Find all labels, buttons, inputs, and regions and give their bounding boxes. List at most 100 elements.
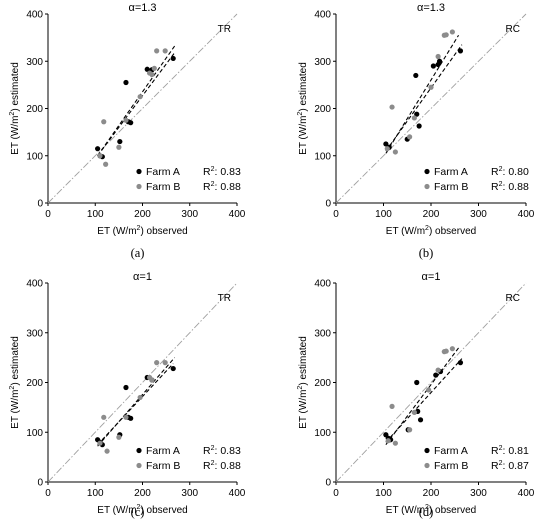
data-point-farm-b (162, 360, 168, 366)
data-point-farm-b (137, 94, 143, 100)
y-tick-label: 400 (26, 279, 43, 290)
data-point-farm-a (95, 146, 101, 152)
x-tick-label: 200 (134, 488, 151, 499)
data-point-farm-b (116, 144, 122, 150)
y-tick-label: 0 (325, 478, 331, 489)
y-tick-label: 200 (314, 104, 331, 115)
data-point-farm-b (411, 409, 417, 415)
trend-line-farm-a (385, 44, 463, 152)
legend-label: Farm B (434, 181, 468, 193)
r2-value: R2: 0.88 (203, 460, 241, 472)
data-point-farm-b (392, 149, 398, 155)
data-point-farm-a (413, 72, 419, 79)
data-point-farm-b (103, 161, 109, 167)
legend-marker-farm-b (136, 183, 142, 190)
x-tick-label: 100 (87, 488, 104, 499)
data-point-farm-b (104, 448, 110, 454)
data-point-farm-a (457, 360, 464, 366)
trend-line-farm-b (385, 346, 460, 446)
panel-c: α=1 0 100 200 300 400 0 100 200 300 400 ET (W/m2) o… (9, 271, 246, 519)
x-tick-label: 400 (229, 488, 246, 499)
y-tick-label: 400 (314, 10, 331, 21)
r2-value: R2: 0.88 (203, 181, 241, 193)
y-tick-label: 200 (26, 378, 43, 389)
r2-value: R2: 0.87 (491, 460, 529, 472)
data-point-farm-b (154, 360, 160, 366)
x-tick-label: 100 (375, 488, 392, 499)
x-axis-label: ET (W/m2) observed (386, 504, 476, 516)
data-point-farm-b (449, 346, 455, 352)
y-tick-label: 100 (314, 151, 331, 162)
r2-value: R2: 0.88 (491, 181, 529, 193)
panel-caption: (c) (131, 505, 145, 519)
panel-title: α=1.3 (128, 2, 156, 14)
trend-line-farm-a (97, 363, 174, 446)
data-point-farm-b (116, 434, 122, 440)
x-tick-label: 300 (470, 209, 487, 220)
x-tick-label: 100 (87, 209, 104, 220)
trend-line-farm-a (97, 52, 176, 157)
panel-title: α=1 (133, 271, 152, 283)
x-axis-label: ET (W/m2) observed (97, 504, 187, 516)
data-point-farm-a (128, 120, 134, 126)
y-tick-label: 300 (26, 328, 43, 339)
panel-title: α=1 (422, 271, 441, 283)
x-tick-label: 0 (45, 209, 51, 220)
data-point-farm-b (101, 414, 107, 420)
y-axis-label: ET (W/m2) estimated (9, 62, 21, 155)
x-tick-label: 200 (134, 209, 151, 220)
r2-value: R2: 0.83 (203, 166, 241, 178)
model-label: TR (218, 24, 231, 35)
data-point-farm-b (162, 48, 168, 54)
data-point-farm-a (416, 123, 422, 129)
data-point-farm-a (123, 79, 129, 86)
trend-line-farm-a (385, 358, 463, 443)
y-tick-label: 300 (314, 328, 331, 339)
data-point-farm-b (435, 367, 441, 373)
legend-marker-farm-b (424, 183, 430, 190)
trend-line-farm-b (385, 34, 460, 154)
trend-line-farm-b (97, 44, 177, 157)
y-tick-label: 200 (314, 378, 331, 389)
data-point-farm-b (443, 348, 449, 354)
y-tick-label: 0 (37, 199, 43, 210)
panel-d: α=1 0 100 200 300 400 0 100 200 300 400 ET (W/m2) o… (297, 271, 535, 519)
one-to-one-line (47, 282, 238, 483)
one-to-one-line (335, 282, 527, 483)
data-point-farm-b (385, 438, 391, 444)
model-label: RC (506, 293, 520, 304)
x-tick-label: 400 (229, 209, 246, 220)
data-point-farm-b (428, 84, 434, 90)
x-tick-label: 300 (181, 209, 198, 220)
x-axis-label: ET (W/m2) observed (386, 225, 476, 237)
data-point-farm-a (128, 415, 134, 421)
panel-b: α=1.3 0 100 200 300 400 0 100 200 300 400 ET (W/m2)… (297, 2, 535, 260)
r2-value: R2: 0.83 (203, 445, 241, 457)
panel-caption: (d) (419, 505, 434, 519)
panel-caption: (a) (131, 246, 145, 260)
x-tick-label: 200 (423, 209, 440, 220)
legend-marker-farm-a (424, 168, 430, 175)
legend-marker-farm-a (136, 168, 142, 175)
x-tick-label: 400 (518, 209, 535, 220)
data-point-farm-a (430, 63, 436, 69)
x-tick-label: 0 (333, 488, 339, 499)
x-tick-label: 400 (518, 488, 535, 499)
x-tick-label: 300 (181, 488, 198, 499)
data-point-farm-b (149, 377, 155, 383)
data-point-farm-b (97, 153, 103, 159)
legend-label: Farm B (434, 460, 468, 472)
y-axis-label: ET (W/m2) estimated (9, 336, 21, 429)
model-label: RC (506, 24, 520, 35)
y-tick-label: 100 (26, 428, 43, 439)
legend-marker-farm-a (424, 447, 430, 454)
data-point-farm-b (123, 414, 129, 420)
data-point-farm-b (411, 115, 417, 121)
legend-marker-farm-a (136, 447, 142, 454)
x-tick-label: 0 (45, 488, 51, 499)
data-point-farm-b (137, 394, 143, 401)
panel-caption: (b) (419, 246, 434, 260)
r2-value: R2: 0.80 (491, 166, 529, 178)
data-point-farm-b (384, 146, 390, 152)
data-point-farm-a (170, 365, 176, 372)
